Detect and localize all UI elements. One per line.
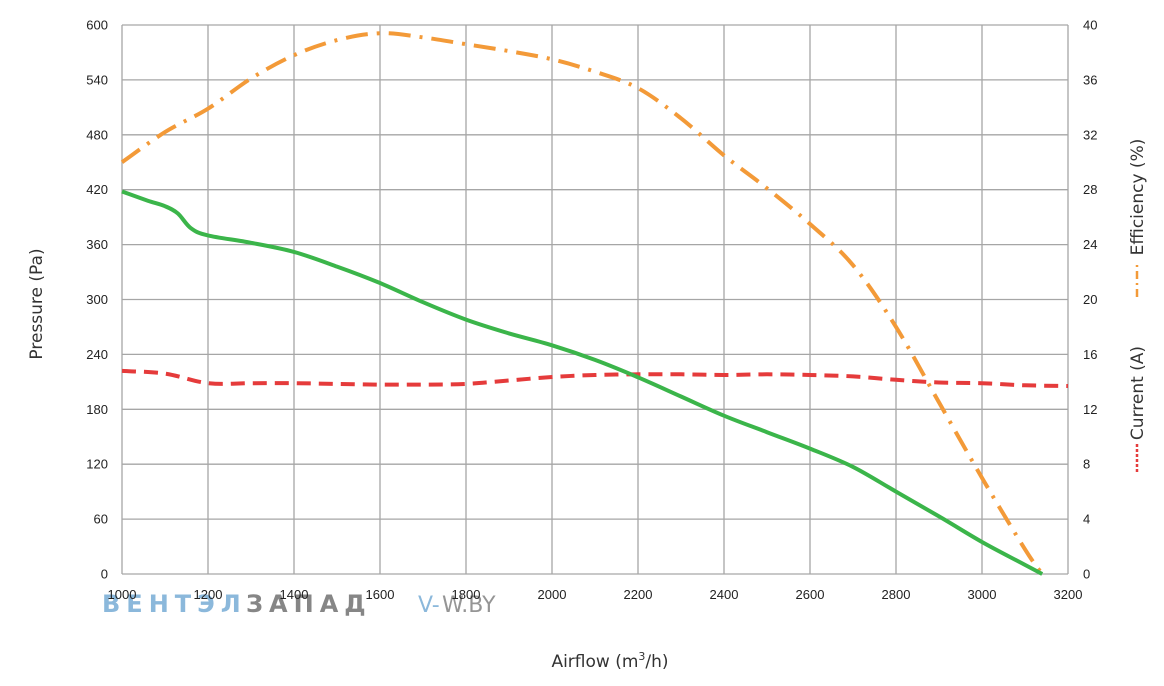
- y-right-tick-label: 24: [1083, 237, 1097, 252]
- efficiency-axis-label: Efficiency (%): [1128, 139, 1148, 256]
- y-right-tick-label: 16: [1083, 347, 1097, 362]
- x-tick-label: 2800: [882, 587, 911, 602]
- x-tick-label: 2600: [796, 587, 825, 602]
- watermark: ВЕНТЭЛ ЗАПАД V- W.BY: [102, 590, 496, 618]
- y-left-tick-label: 60: [94, 512, 108, 527]
- y-right-tick-label: 0: [1083, 567, 1090, 582]
- series-layer: [120, 31, 1069, 576]
- y-left-axis-title: Pressure (Pa): [27, 248, 47, 359]
- x-tick-label: 3200: [1054, 587, 1083, 602]
- y-left-tick-label: 540: [86, 72, 108, 87]
- y-left-tick-label: 120: [86, 457, 108, 472]
- x-tick-label: 1000: [108, 587, 137, 602]
- current-axis-label: Current (A): [1128, 346, 1148, 440]
- y-right-tick-label: 8: [1083, 457, 1090, 472]
- x-axis-title: Airflow (m3/h): [551, 650, 668, 672]
- watermark-part1: ВЕНТЭЛ: [102, 590, 247, 618]
- y-right-efficiency-title: Efficiency (%): [1128, 139, 1148, 297]
- ticks-layer: 1000 1200 1400 1600 1800 2000 2200 2400 2600 2800…: [86, 18, 1097, 603]
- pressure-curve: [121, 189, 1044, 576]
- watermark-part2: ЗАПАД: [246, 590, 372, 618]
- x-tick-label: 2000: [538, 587, 567, 602]
- watermark-site-rest: W.BY: [442, 593, 496, 618]
- x-tick-label: 1400: [280, 587, 309, 602]
- y-right-tick-label: 20: [1083, 292, 1097, 307]
- y-right-tick-label: 32: [1083, 127, 1097, 142]
- y-left-tick-label: 360: [86, 237, 108, 252]
- x-tick-label: 1600: [366, 587, 395, 602]
- y-right-tick-label: 28: [1083, 182, 1097, 197]
- x-tick-label: 2200: [624, 587, 653, 602]
- efficiency-curve: [120, 31, 1044, 576]
- x-tick-label: 3000: [968, 587, 997, 602]
- y-left-tick-label: 600: [86, 18, 108, 33]
- y-right-tick-label: 4: [1083, 512, 1090, 527]
- y-left-tick-label: 0: [101, 567, 108, 582]
- watermark-site-prefix: V-: [418, 593, 440, 618]
- current-curve: [121, 368, 1069, 388]
- y-left-tick-label: 300: [86, 292, 108, 307]
- y-right-tick-label: 40: [1083, 18, 1097, 33]
- x-tick-label: 2400: [710, 587, 739, 602]
- y-left-tick-label: 180: [86, 402, 108, 417]
- y-left-tick-label: 480: [86, 127, 108, 142]
- y-right-tick-label: 36: [1083, 72, 1097, 87]
- y-right-current-title: Current (A): [1128, 346, 1148, 472]
- grid: [121, 24, 1069, 575]
- y-left-tick-label: 240: [86, 347, 108, 362]
- y-left-tick-label: 420: [86, 182, 108, 197]
- y-right-tick-label: 12: [1083, 402, 1097, 417]
- x-tick-label: 1800: [452, 587, 481, 602]
- x-tick-label: 1200: [194, 587, 223, 602]
